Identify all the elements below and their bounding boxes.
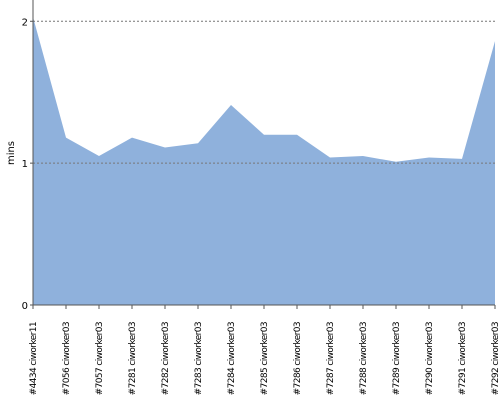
x-tick-label: #7057 ciworker03 [95,322,105,395]
y-tick-label: 0 [22,301,28,312]
x-tick-label: #7289 ciworker03 [392,322,402,395]
x-tick-label: #7292 ciworker03 [491,322,500,395]
x-tick-label: #7285 ciworker03 [260,322,270,395]
area [33,17,495,306]
x-tick-label: #7283 ciworker03 [194,322,204,395]
x-tick-label: #7284 ciworker03 [227,322,237,395]
y-tick-label: 1 [22,159,28,170]
x-tick-label: #7056 ciworker03 [62,322,72,395]
x-tick-label: #7290 ciworker03 [425,322,435,395]
x-tick-label: #7288 ciworker03 [359,322,369,395]
y-axis-label: mins [6,141,17,165]
x-tick-label: #7281 ciworker03 [128,322,138,395]
x-tick-label: #7287 ciworker03 [326,322,336,395]
x-tick-label: #7282 ciworker03 [161,322,171,395]
x-tick-label: #4434 ciworker11 [29,322,39,395]
x-tick-label: #7291 ciworker03 [458,322,468,395]
x-tick-label: #7286 ciworker03 [293,322,303,395]
y-tick-label: 2 [22,17,28,28]
